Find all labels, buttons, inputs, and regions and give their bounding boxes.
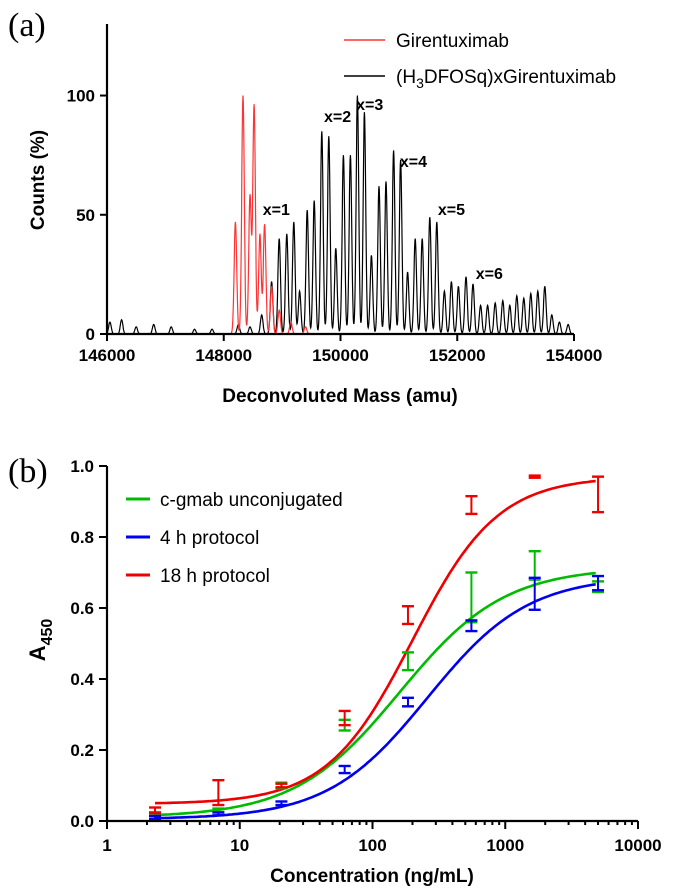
peak-annotation: x=1	[263, 202, 290, 219]
panel-a-legend: Girentuximab (H3DFOSq)xGirentuximab	[344, 31, 616, 91]
error-bar	[212, 778, 225, 807]
panel-a-x-title: Deconvoluted Mass (amu)	[222, 386, 457, 407]
panel-b-x-tick-label: 10000	[614, 836, 661, 855]
panel-b-y-title: A450	[25, 619, 56, 662]
panel-a-ticks: 146000 148000 150000 152000 154000 0 50 100	[67, 87, 603, 365]
panel-a-x-tick-label: 148000	[195, 346, 252, 365]
panel-a-y-tick-label: 0	[86, 325, 95, 344]
error-bar	[465, 619, 478, 633]
legend-label: 18 h protocol	[160, 566, 270, 587]
panel-a-x-tick-label: 152000	[429, 346, 486, 365]
legend-label: c-gmab unconjugated	[160, 490, 343, 511]
panel-b-y-tick-label: 0.2	[70, 741, 94, 760]
error-bar	[212, 811, 225, 817]
panel-b-y-tick-label: 0.8	[70, 528, 94, 547]
spectrum-trace-girentuximab	[107, 95, 574, 335]
panel-a-y-title: Counts (%)	[28, 130, 49, 230]
panel-b-fit-curves	[154, 479, 596, 820]
error-bar	[401, 605, 414, 626]
panel-b-x-title: Concentration (ng/mL)	[270, 866, 474, 887]
error-bar	[465, 494, 478, 516]
peak-annotation: x=6	[476, 266, 503, 283]
peak-annotation: x=5	[438, 202, 465, 219]
legend-label: Girentuximab	[396, 31, 509, 52]
error-bar	[149, 806, 162, 815]
panel-a-traces	[106, 95, 574, 335]
panel-a-label: (a)	[8, 7, 46, 44]
panel-b-x-tick-label: 1000	[486, 836, 524, 855]
error-bar	[338, 709, 351, 727]
panel-b-y-tick-label: 1.0	[70, 457, 94, 476]
panel-b-y-tick-label: 0.6	[70, 599, 94, 618]
panel-b-y-tick-label: 0.0	[70, 812, 94, 831]
panel-b-x-tick-label: 10	[230, 836, 249, 855]
panel-b: (b) 1 10 100 1000 10000 0.0 0.2 0.4 0.6 0.8 1.0 Co…	[8, 453, 662, 887]
panel-a-x-tick-label: 154000	[546, 346, 603, 365]
panel-b-x-tick-label: 1	[102, 836, 111, 855]
panel-b-label: (b)	[8, 453, 48, 490]
panel-b-y-title-sub: 450	[39, 619, 56, 646]
peak-annotation: x=2	[324, 109, 351, 126]
error-bar	[401, 651, 414, 672]
fit-curve-1	[154, 583, 596, 820]
panel-b-legend: c-gmab unconjugated 4 h protocol 18 h prot…	[126, 490, 343, 587]
panel-b-y-title-main: A	[25, 645, 50, 661]
panel-b-y-tick-label: 0.4	[70, 670, 94, 689]
error-bar	[528, 474, 541, 479]
error-bar	[528, 576, 541, 611]
panel-a-x-tick-label: 150000	[312, 346, 369, 365]
panel-a-x-tick-label: 146000	[79, 346, 136, 365]
error-bar	[338, 764, 351, 775]
panel-a: (a) 146000 148000 150000 152000 154000 0 50 100…	[8, 7, 616, 407]
error-bar	[275, 782, 288, 789]
panel-b-error-bars	[149, 474, 605, 821]
peak-annotation: x=4	[400, 154, 427, 171]
panel-a-y-tick-label: 100	[67, 87, 95, 106]
panel-b-x-tick-label: 100	[358, 836, 386, 855]
legend-label: 4 h protocol	[160, 528, 259, 549]
error-bar	[401, 696, 414, 708]
spectrum-trace-conjugate	[106, 95, 574, 335]
error-bar	[149, 814, 162, 821]
legend-label: (H3DFOSq)xGirentuximab	[396, 67, 616, 91]
error-bar	[592, 574, 605, 592]
panel-a-y-tick-label: 50	[76, 206, 95, 225]
panel-b-ticks: 1 10 100 1000 10000 0.0 0.2 0.4 0.6 0.8 1.0	[70, 457, 661, 855]
error-bar	[275, 800, 288, 807]
fit-curve-0	[154, 571, 596, 817]
fit-curve-2	[154, 479, 596, 805]
error-bar	[592, 475, 605, 514]
panel-a-annotations: x=1 x=2 x=3 x=4 x=5 x=6	[263, 97, 503, 283]
error-bar	[528, 550, 541, 581]
peak-annotation: x=3	[356, 97, 383, 114]
